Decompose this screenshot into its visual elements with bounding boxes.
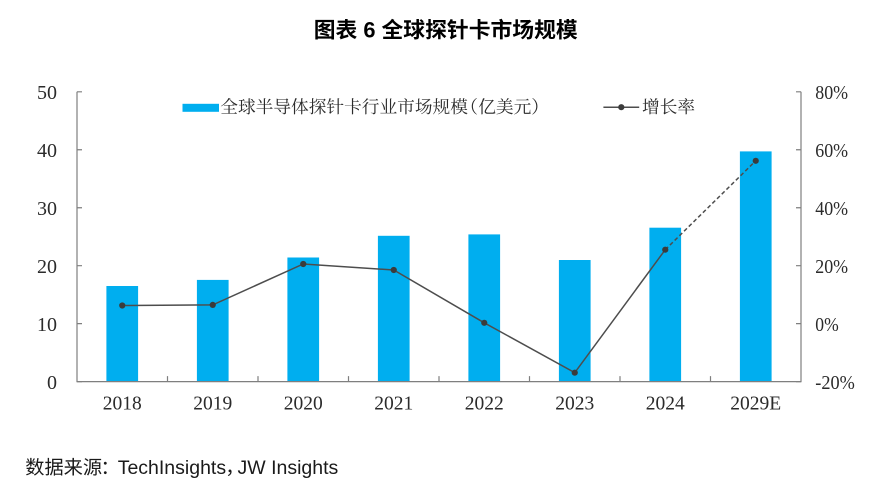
svg-text:60%: 60% [815,140,848,162]
svg-text:40: 40 [37,140,57,162]
svg-text:80%: 80% [815,82,848,104]
svg-text:2024: 2024 [646,394,685,415]
svg-text:全球半导体探针卡行业市场规模: 全球半导体探针卡行业市场规模 [220,94,468,119]
svg-text:50: 50 [37,82,57,104]
svg-text:2022: 2022 [465,394,504,415]
svg-text:图表 6 全球探针卡市场规模: 图表 6 全球探针卡市场规模 [314,14,578,45]
svg-text:TechInsights: TechInsights [118,457,227,479]
svg-text:-20%: -20% [815,372,855,394]
svg-text:2020: 2020 [284,394,323,415]
svg-text:2029E: 2029E [730,394,781,415]
svg-text:，: ， [225,452,244,480]
svg-text:：: ： [101,452,120,480]
svg-text:（亿美元）: （亿美元） [460,94,549,119]
svg-text:40%: 40% [815,198,848,220]
svg-text:2019: 2019 [193,394,232,415]
svg-text:0: 0 [47,372,57,394]
svg-text:0%: 0% [815,314,838,336]
svg-text:2021: 2021 [374,394,413,415]
svg-text:10: 10 [37,314,57,336]
svg-text:JW Insights: JW Insights [238,457,339,479]
svg-text:30: 30 [37,198,57,220]
svg-text:增长率: 增长率 [642,94,695,119]
svg-text:20%: 20% [815,256,848,278]
svg-text:数据来源: 数据来源 [25,452,102,480]
svg-text:20: 20 [37,256,57,278]
svg-text:2023: 2023 [555,394,594,415]
svg-text:2018: 2018 [103,394,142,415]
